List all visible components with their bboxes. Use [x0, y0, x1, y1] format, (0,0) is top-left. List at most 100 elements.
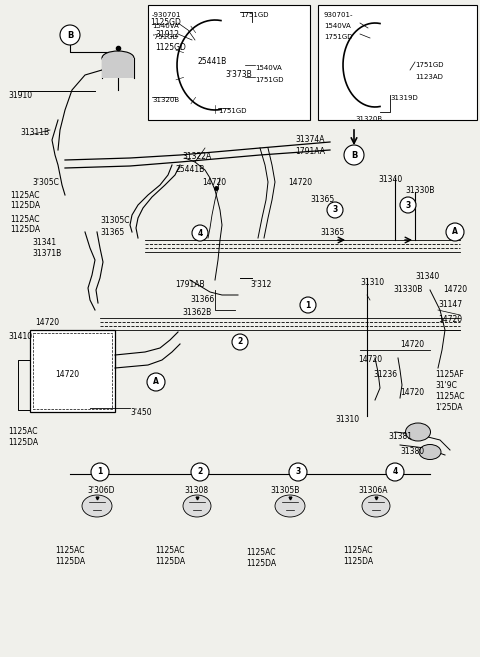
Text: '751GD: '751GD	[152, 34, 178, 40]
Text: 31147: 31147	[438, 300, 462, 309]
Text: 1: 1	[305, 300, 311, 309]
Text: 31366: 31366	[190, 295, 214, 304]
Text: 1125AC: 1125AC	[155, 546, 184, 555]
Circle shape	[192, 225, 208, 241]
Text: 31'9C: 31'9C	[435, 381, 457, 390]
Text: 930701-: 930701-	[324, 12, 353, 18]
Circle shape	[327, 202, 343, 218]
Text: 14720: 14720	[443, 285, 467, 294]
Text: 1125AC: 1125AC	[55, 546, 84, 555]
Text: 1125DA: 1125DA	[246, 559, 276, 568]
Bar	[148, 5, 310, 120]
Circle shape	[300, 297, 316, 313]
Text: 31319D: 31319D	[390, 95, 418, 101]
Text: 31374A: 31374A	[295, 135, 324, 144]
Text: 1540VA: 1540VA	[324, 23, 351, 29]
Text: 14720: 14720	[35, 318, 59, 327]
Text: 1125GD: 1125GD	[150, 18, 181, 27]
Text: 31320B: 31320B	[355, 116, 382, 122]
Text: 31305B: 31305B	[270, 486, 300, 495]
Text: 1'25DA: 1'25DA	[435, 403, 463, 412]
Text: 1751GD: 1751GD	[415, 62, 444, 68]
Text: 31365: 31365	[100, 228, 124, 237]
Text: 1125AC: 1125AC	[246, 548, 276, 557]
Text: 3'450: 3'450	[130, 408, 152, 417]
Text: 31341: 31341	[32, 238, 56, 247]
Text: 31310: 31310	[360, 278, 384, 287]
Text: 31305C: 31305C	[100, 216, 130, 225]
Text: B: B	[351, 150, 357, 160]
Text: 1125AC: 1125AC	[8, 427, 37, 436]
Text: 31365: 31365	[320, 228, 344, 237]
Text: 3: 3	[406, 200, 410, 210]
Circle shape	[191, 463, 209, 481]
Text: 1125GD: 1125GD	[155, 43, 186, 52]
Text: 3: 3	[332, 206, 337, 214]
Text: 31308: 31308	[184, 486, 208, 495]
Text: A: A	[153, 378, 159, 386]
Text: 25441B: 25441B	[176, 165, 205, 174]
Text: 1540VA: 1540VA	[152, 23, 179, 29]
Text: 1751GD: 1751GD	[218, 108, 247, 114]
Text: 31311B: 31311B	[20, 128, 49, 137]
Ellipse shape	[406, 423, 431, 441]
Text: 1125DA: 1125DA	[155, 557, 185, 566]
Text: 14720: 14720	[358, 355, 382, 364]
Bar	[33, 333, 112, 409]
Circle shape	[400, 197, 416, 213]
Text: 1540VA: 1540VA	[255, 65, 282, 71]
Text: 31330B: 31330B	[405, 186, 434, 195]
Text: 1125DA: 1125DA	[10, 225, 40, 234]
Text: 31381: 31381	[388, 432, 412, 441]
Text: 1125AC: 1125AC	[343, 546, 372, 555]
Text: 1125DA: 1125DA	[8, 438, 38, 447]
Text: 14720: 14720	[55, 370, 79, 379]
Text: 1791AB: 1791AB	[175, 280, 204, 289]
Text: 25441B: 25441B	[198, 57, 227, 66]
Text: 31320B: 31320B	[152, 97, 179, 103]
Text: 1751GD: 1751GD	[255, 77, 284, 83]
Text: 3'312: 3'312	[250, 280, 271, 289]
Bar	[318, 5, 477, 120]
Text: 14720: 14720	[438, 315, 462, 324]
Text: 4: 4	[392, 468, 397, 476]
Text: 31410: 31410	[8, 332, 32, 341]
Text: 14720: 14720	[400, 340, 424, 349]
Text: 1125DA: 1125DA	[343, 557, 373, 566]
Text: 1751GD: 1751GD	[240, 12, 268, 18]
Circle shape	[386, 463, 404, 481]
Text: 31306A: 31306A	[358, 486, 387, 495]
Circle shape	[289, 463, 307, 481]
Ellipse shape	[102, 51, 134, 65]
Text: 14720: 14720	[202, 178, 226, 187]
Text: 31910: 31910	[8, 91, 32, 100]
Text: 31371B: 31371B	[32, 249, 61, 258]
Text: 3: 3	[295, 468, 300, 476]
Ellipse shape	[419, 445, 441, 459]
Circle shape	[147, 373, 165, 391]
Text: 31330B: 31330B	[393, 285, 422, 294]
Circle shape	[344, 145, 364, 165]
Text: 1125AC: 1125AC	[10, 215, 39, 224]
Text: 1125DA: 1125DA	[10, 201, 40, 210]
Text: 2: 2	[238, 338, 242, 346]
Text: 31365: 31365	[310, 195, 334, 204]
Bar	[30, 330, 115, 412]
Text: 31380: 31380	[400, 447, 424, 456]
Text: 31912: 31912	[155, 30, 179, 39]
Text: 1125DA: 1125DA	[55, 557, 85, 566]
Text: -930701: -930701	[152, 12, 181, 18]
Text: 4: 4	[197, 229, 203, 237]
Text: 3'305C: 3'305C	[32, 178, 59, 187]
Text: 1751GD: 1751GD	[324, 34, 352, 40]
Text: B: B	[67, 30, 73, 39]
Bar	[102, 58, 134, 78]
Text: 31340: 31340	[415, 272, 439, 281]
Circle shape	[232, 334, 248, 350]
Circle shape	[446, 223, 464, 241]
Text: 1791AA: 1791AA	[295, 147, 325, 156]
Text: 1123AD: 1123AD	[415, 74, 443, 80]
Text: 31322A: 31322A	[182, 152, 211, 161]
Text: 1125AC: 1125AC	[10, 191, 39, 200]
Text: 2: 2	[197, 468, 203, 476]
